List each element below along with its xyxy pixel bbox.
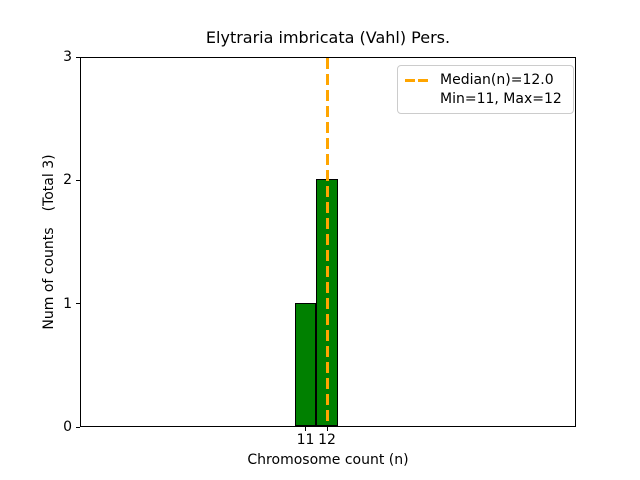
legend-label-minmax: Min=11, Max=12 <box>440 91 562 107</box>
x-tick-12 <box>326 427 328 431</box>
y-tick-3 <box>76 56 80 58</box>
median-line <box>325 58 329 426</box>
legend-row-minmax: Min=11, Max=12 <box>405 90 566 108</box>
plot-area: Median(n)=12.0 Min=11, Max=12 <box>80 57 576 427</box>
legend: Median(n)=12.0 Min=11, Max=12 <box>397 65 574 114</box>
legend-label-median: Median(n)=12.0 <box>440 72 554 88</box>
y-tick-label-3: 3 <box>63 49 72 65</box>
median-line-legend-sample <box>405 78 429 82</box>
legend-sample-spacer <box>405 98 429 101</box>
x-tick-label-11: 11 <box>296 432 315 448</box>
x-tick-label-12: 12 <box>318 432 336 448</box>
chart-title: Elytraria imbricata (Vahl) Pers. <box>205 28 451 47</box>
y-tick-0 <box>76 426 80 428</box>
histogram-bar-11 <box>294 302 317 426</box>
y-axis-label-text: Num of counts <box>41 227 57 330</box>
y-tick-2 <box>76 179 80 181</box>
y-tick-label-0: 0 <box>63 419 72 435</box>
x-axis-label: Chromosome count (n) <box>247 452 409 468</box>
y-tick-label-1: 1 <box>63 295 72 312</box>
legend-row-median: Median(n)=12.0 <box>405 71 566 89</box>
y-tick-1 <box>76 303 80 305</box>
y-tick-label-2: 2 <box>63 172 72 189</box>
x-tick-11 <box>305 427 306 431</box>
